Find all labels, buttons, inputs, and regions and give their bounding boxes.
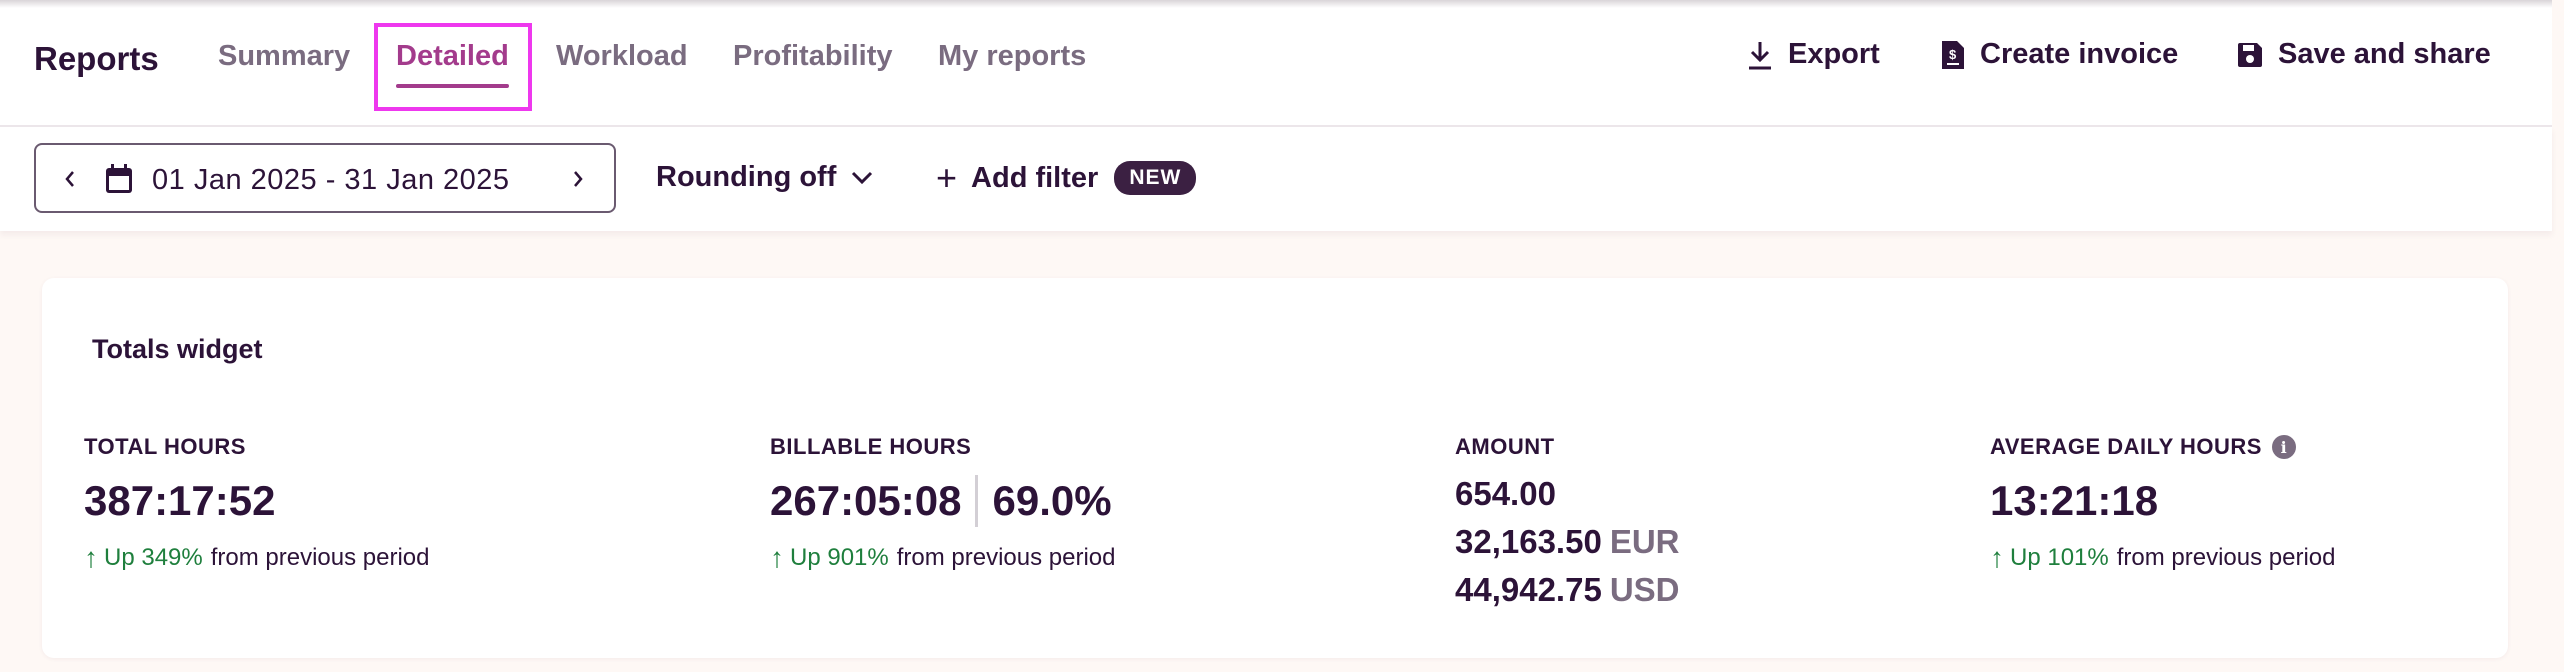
trend-up: ↑ Up 101%: [1990, 542, 2109, 574]
amount-currency: USD: [1609, 571, 1680, 608]
trend-up-text: Up 349%: [104, 544, 203, 571]
total-hours-value: 387:17:52: [84, 477, 276, 524]
export-label: Export: [1788, 38, 1880, 70]
amount-label: AMOUNT: [1455, 434, 1555, 459]
save-icon: [2238, 42, 2262, 67]
tab-profitability[interactable]: Profitability: [733, 40, 893, 72]
plus-icon: +: [936, 157, 958, 198]
rounding-label: Rounding off: [656, 161, 837, 193]
rounding-dropdown[interactable]: Rounding off: [656, 161, 874, 194]
average-daily-hours-trend: ↑ Up 101% from previous period: [1990, 542, 2336, 574]
invoice-icon: $: [1942, 40, 1964, 69]
amount-value: 44,942.75: [1455, 571, 1602, 608]
chevron-down-icon: [852, 171, 873, 184]
average-daily-hours-label: AVERAGE DAILY HOURS i: [1990, 434, 2336, 460]
next-period-chevron-icon[interactable]: [566, 165, 590, 193]
amount-line: 654.00: [1455, 470, 1680, 518]
trend-rest-text: from previous period: [210, 544, 430, 571]
add-filter-label: Add filter: [971, 161, 1099, 194]
date-range-picker[interactable]: 01 Jan 2025 - 31 Jan 2025: [34, 143, 616, 213]
amount-currency: EUR: [1609, 523, 1680, 560]
info-icon[interactable]: i: [2271, 435, 2296, 459]
arrow-up-icon: ↑: [84, 542, 98, 573]
calendar-icon: [106, 164, 132, 193]
total-hours-label: TOTAL HOURS: [84, 434, 246, 459]
tab-my-reports[interactable]: My reports: [938, 40, 1087, 72]
tab-workload[interactable]: Workload: [556, 40, 688, 72]
tab-summary[interactable]: Summary: [218, 40, 351, 72]
billable-hours-label: BILLABLE HOURS: [770, 434, 972, 459]
billable-percent: 69.0%: [992, 477, 1112, 524]
tab-detailed-label: Detailed: [396, 40, 509, 72]
average-daily-hours-value: 13:21:18: [1990, 477, 2159, 524]
new-badge: NEW: [1114, 161, 1197, 195]
total-hours-trend: ↑ Up 349% from previous period: [84, 542, 430, 574]
amount-line: 44,942.75 USD: [1455, 566, 1680, 614]
billable-hours-stat: BILLABLE HOURS 267:05:08 69.0% ↑ Up 901%…: [770, 434, 1116, 574]
trend-rest-text: from previous period: [896, 544, 1116, 571]
date-range-text: 01 Jan 2025 - 31 Jan 2025: [152, 164, 510, 196]
amount-line: 32,163.50 EUR: [1455, 518, 1680, 566]
active-tab-underline: [396, 84, 509, 88]
widget-title: Totals widget: [92, 334, 263, 364]
average-daily-hours-label-text: AVERAGE DAILY HOURS: [1990, 434, 2262, 459]
amount-value: 32,163.50: [1455, 523, 1602, 560]
amount-stat: AMOUNT 654.00 32,163.50 EUR 44,942.75 USD: [1455, 434, 1680, 614]
billable-hours-trend: ↑ Up 901% from previous period: [770, 542, 1116, 574]
totals-widget: Totals widget TOTAL HOURS 387:17:52 ↑ Up…: [42, 278, 2508, 658]
trend-up: ↑ Up 349%: [84, 542, 203, 574]
trend-up-text: Up 901%: [790, 544, 889, 571]
top-navigation: Reports Summary Detailed Workload Profit…: [0, 0, 2552, 127]
create-invoice-button[interactable]: $ Create invoice: [1940, 38, 2178, 71]
value-divider: [975, 475, 979, 527]
arrow-up-icon: ↑: [1990, 542, 2004, 573]
amount-values: 654.00 32,163.50 EUR 44,942.75 USD: [1455, 470, 1680, 614]
amount-value: 654.00: [1455, 475, 1556, 512]
trend-rest-text: from previous period: [2116, 544, 2336, 571]
billable-hours-time: 267:05:08: [770, 477, 962, 524]
add-filter-button[interactable]: + Add filter NEW: [936, 157, 1197, 198]
save-and-share-label: Save and share: [2278, 38, 2491, 70]
billable-hours-value: 267:05:08 69.0%: [770, 475, 1116, 527]
average-daily-hours-stat: AVERAGE DAILY HOURS i 13:21:18 ↑ Up 101%…: [1990, 434, 2336, 574]
trend-up-text: Up 101%: [2010, 544, 2109, 571]
svg-text:$: $: [1949, 47, 1957, 62]
arrow-up-icon: ↑: [770, 542, 784, 573]
filter-bar: 01 Jan 2025 - 31 Jan 2025 Rounding off +…: [0, 127, 2552, 231]
export-button[interactable]: Export: [1746, 38, 1880, 71]
create-invoice-label: Create invoice: [1980, 38, 2179, 70]
save-and-share-button[interactable]: Save and share: [2236, 38, 2491, 71]
download-icon: [1749, 41, 1771, 69]
page-title: Reports: [34, 40, 159, 77]
previous-period-chevron-icon[interactable]: [58, 165, 82, 193]
trend-up: ↑ Up 901%: [770, 542, 889, 574]
total-hours-stat: TOTAL HOURS 387:17:52 ↑ Up 349% from pre…: [84, 434, 430, 574]
tab-detailed[interactable]: Detailed: [396, 40, 509, 88]
